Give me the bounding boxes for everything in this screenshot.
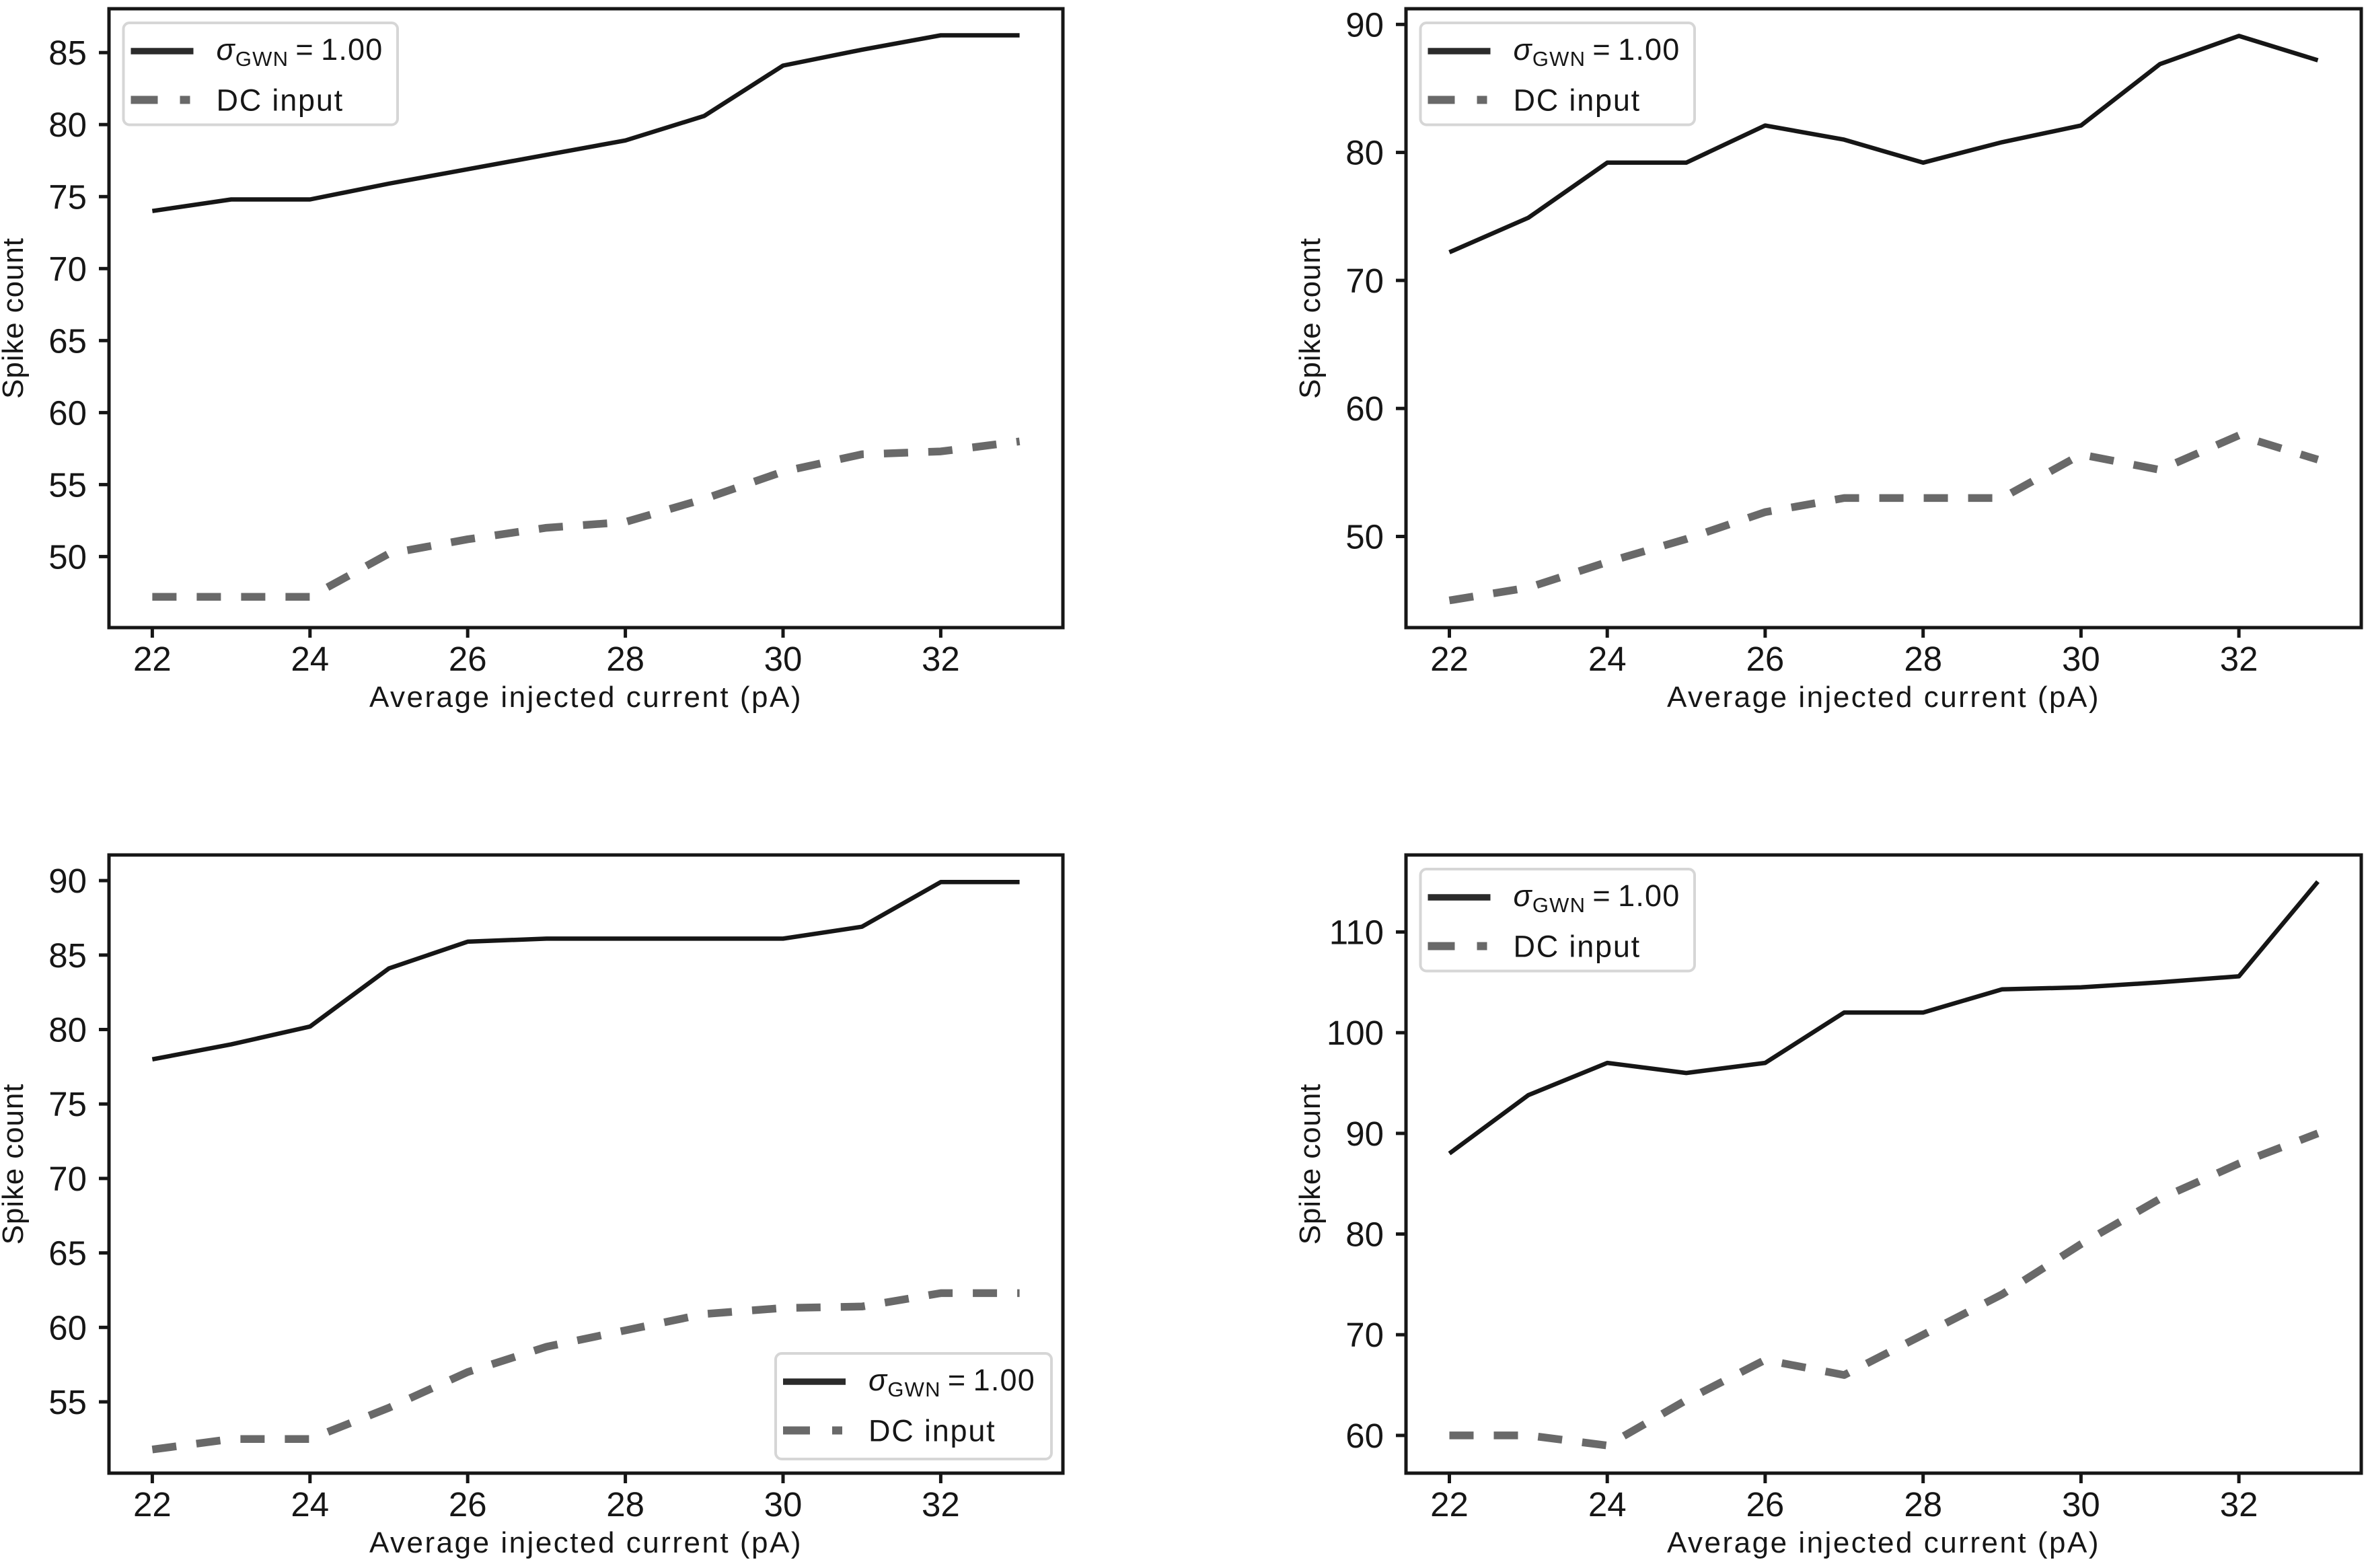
svg-text:22: 22: [133, 1485, 172, 1524]
svg-text:24: 24: [291, 640, 329, 678]
svg-text:26: 26: [449, 1485, 487, 1524]
svg-text:60: 60: [1345, 389, 1384, 428]
svg-text:75: 75: [48, 1085, 87, 1123]
svg-text:80: 80: [48, 106, 87, 144]
svg-text:85: 85: [48, 34, 87, 72]
svg-text:24: 24: [1588, 1485, 1627, 1524]
svg-text:60: 60: [48, 394, 87, 432]
svg-text:80: 80: [1345, 134, 1384, 172]
svg-text:60: 60: [1345, 1417, 1384, 1455]
svg-text:32: 32: [922, 640, 960, 678]
svg-text:σGWN = 1.00: σGWN = 1.00: [1514, 879, 1680, 917]
svg-text:26: 26: [1746, 1485, 1785, 1524]
svg-text:28: 28: [1904, 640, 1942, 678]
svg-text:26: 26: [449, 640, 487, 678]
svg-text:Spike count: Spike count: [0, 237, 30, 399]
svg-text:DC input: DC input: [1514, 930, 1641, 964]
svg-text:90: 90: [48, 862, 87, 900]
svg-text:70: 70: [48, 1160, 87, 1198]
svg-text:Average injected current (pA): Average injected current (pA): [1667, 1526, 2100, 1559]
svg-text:σGWN = 1.00: σGWN = 1.00: [217, 32, 383, 71]
svg-text:65: 65: [48, 322, 87, 360]
svg-text:26: 26: [1746, 640, 1785, 678]
svg-text:30: 30: [2062, 640, 2100, 678]
svg-text:24: 24: [291, 1485, 329, 1524]
svg-text:28: 28: [1904, 1485, 1942, 1524]
svg-text:σGWN = 1.00: σGWN = 1.00: [868, 1363, 1035, 1401]
svg-text:80: 80: [1345, 1216, 1384, 1254]
svg-text:28: 28: [606, 1485, 644, 1524]
svg-text:28: 28: [606, 640, 644, 678]
svg-text:22: 22: [1430, 640, 1469, 678]
svg-text:22: 22: [133, 640, 172, 678]
svg-text:80: 80: [48, 1011, 87, 1049]
svg-text:55: 55: [48, 465, 87, 504]
svg-text:50: 50: [48, 537, 87, 576]
svg-text:22: 22: [1430, 1485, 1469, 1524]
svg-text:90: 90: [1345, 5, 1384, 44]
svg-text:30: 30: [764, 640, 803, 678]
svg-text:70: 70: [48, 250, 87, 288]
svg-text:Average injected current (pA): Average injected current (pA): [1667, 681, 2100, 714]
svg-text:DC input: DC input: [217, 83, 344, 118]
svg-text:DC input: DC input: [1514, 83, 1641, 118]
svg-text:32: 32: [2220, 1485, 2258, 1524]
svg-text:75: 75: [48, 178, 87, 216]
svg-text:σGWN = 1.00: σGWN = 1.00: [1514, 32, 1680, 71]
svg-text:65: 65: [48, 1234, 87, 1273]
svg-text:60: 60: [48, 1308, 87, 1347]
svg-text:24: 24: [1588, 640, 1627, 678]
svg-text:Average injected current (pA): Average injected current (pA): [369, 681, 803, 714]
svg-text:Spike count: Spike count: [1294, 1084, 1327, 1245]
svg-text:32: 32: [2220, 640, 2258, 678]
svg-text:70: 70: [1345, 1316, 1384, 1354]
svg-text:Average injected current (pA): Average injected current (pA): [369, 1526, 803, 1559]
svg-text:50: 50: [1345, 518, 1384, 556]
svg-text:55: 55: [48, 1383, 87, 1421]
svg-text:90: 90: [1345, 1115, 1384, 1153]
svg-text:DC input: DC input: [868, 1414, 996, 1448]
svg-text:30: 30: [764, 1485, 803, 1524]
svg-text:85: 85: [48, 936, 87, 975]
svg-text:Spike count: Spike count: [0, 1084, 30, 1245]
svg-text:32: 32: [922, 1485, 960, 1524]
svg-text:110: 110: [1329, 913, 1384, 952]
svg-text:100: 100: [1327, 1014, 1384, 1052]
svg-text:Spike count: Spike count: [1294, 237, 1327, 399]
svg-text:30: 30: [2062, 1485, 2100, 1524]
svg-text:70: 70: [1345, 262, 1384, 300]
